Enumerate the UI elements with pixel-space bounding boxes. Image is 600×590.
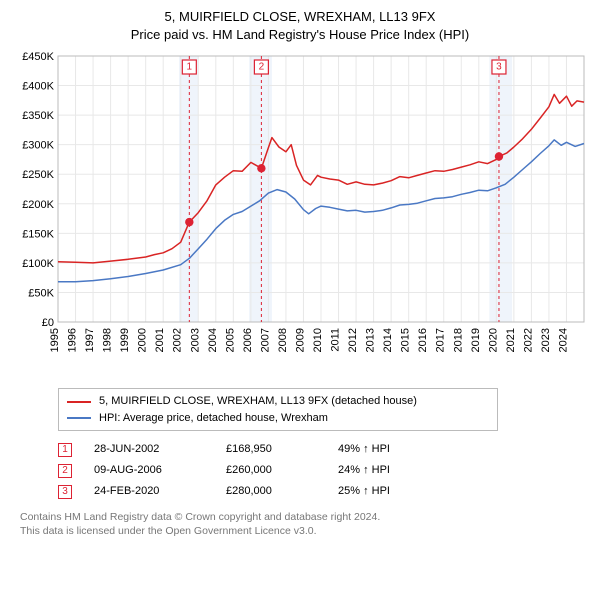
legend-row: 5, MUIRFIELD CLOSE, WREXHAM, LL13 9FX (d… (67, 393, 489, 410)
sale-marker-box: 1 (58, 443, 72, 457)
svg-text:2004: 2004 (207, 328, 219, 352)
svg-text:2005: 2005 (224, 328, 236, 352)
svg-text:1995: 1995 (49, 328, 61, 352)
svg-text:2012: 2012 (347, 328, 359, 352)
svg-text:2000: 2000 (137, 328, 149, 352)
footer-line-2: This data is licensed under the Open Gov… (20, 524, 590, 538)
svg-text:2016: 2016 (417, 328, 429, 352)
sale-row: 1 28-JUN-2002 £168,950 49% ↑ HPI (58, 439, 590, 460)
svg-text:2018: 2018 (452, 328, 464, 352)
sale-price: £280,000 (226, 481, 316, 502)
svg-text:2021: 2021 (505, 328, 517, 352)
svg-text:2: 2 (259, 62, 265, 73)
legend-row: HPI: Average price, detached house, Wrex… (67, 410, 489, 427)
svg-text:£150K: £150K (22, 229, 54, 241)
svg-text:2011: 2011 (330, 328, 342, 352)
svg-text:2002: 2002 (172, 328, 184, 352)
svg-text:£0: £0 (42, 317, 54, 329)
svg-text:£50K: £50K (28, 288, 54, 300)
svg-text:2024: 2024 (557, 328, 569, 352)
svg-text:2023: 2023 (540, 328, 552, 352)
title-line-1: 5, MUIRFIELD CLOSE, WREXHAM, LL13 9FX (10, 8, 590, 26)
sale-date: 09-AUG-2006 (94, 460, 204, 481)
svg-text:2006: 2006 (242, 328, 254, 352)
svg-text:2001: 2001 (154, 328, 166, 352)
svg-text:2020: 2020 (487, 328, 499, 352)
svg-text:2007: 2007 (259, 328, 271, 352)
svg-text:£400K: £400K (22, 81, 54, 93)
legend-label: HPI: Average price, detached house, Wrex… (99, 410, 328, 427)
svg-text:2010: 2010 (312, 328, 324, 352)
svg-text:1996: 1996 (67, 328, 79, 352)
sale-pct: 24% ↑ HPI (338, 460, 448, 481)
sale-price: £168,950 (226, 439, 316, 460)
sale-row: 3 24-FEB-2020 £280,000 25% ↑ HPI (58, 481, 590, 502)
svg-text:2019: 2019 (470, 328, 482, 352)
svg-text:£350K: £350K (22, 110, 54, 122)
svg-text:£100K: £100K (22, 258, 54, 270)
svg-text:1997: 1997 (84, 328, 96, 352)
footer-attribution: Contains HM Land Registry data © Crown c… (20, 510, 590, 538)
svg-text:2022: 2022 (522, 328, 534, 352)
sale-marker-box: 3 (58, 485, 72, 499)
chart-title-block: 5, MUIRFIELD CLOSE, WREXHAM, LL13 9FX Pr… (10, 8, 590, 44)
legend: 5, MUIRFIELD CLOSE, WREXHAM, LL13 9FX (d… (58, 388, 498, 431)
svg-text:2003: 2003 (189, 328, 201, 352)
svg-text:1998: 1998 (102, 328, 114, 352)
legend-swatch (67, 401, 91, 403)
sale-pct: 25% ↑ HPI (338, 481, 448, 502)
footer-line-1: Contains HM Land Registry data © Crown c… (20, 510, 590, 524)
svg-text:1999: 1999 (119, 328, 131, 352)
svg-text:£250K: £250K (22, 170, 54, 182)
svg-text:2013: 2013 (365, 328, 377, 352)
svg-text:£300K: £300K (22, 140, 54, 152)
svg-text:£450K: £450K (22, 51, 54, 63)
sales-table: 1 28-JUN-2002 £168,950 49% ↑ HPI 2 09-AUG-200… (58, 439, 590, 502)
sale-date: 28-JUN-2002 (94, 439, 204, 460)
sale-date: 24-FEB-2020 (94, 481, 204, 502)
svg-text:3: 3 (496, 62, 502, 73)
svg-text:£200K: £200K (22, 199, 54, 211)
legend-swatch (67, 417, 91, 419)
sale-pct: 49% ↑ HPI (338, 439, 448, 460)
sale-price: £260,000 (226, 460, 316, 481)
svg-text:1: 1 (187, 62, 193, 73)
sale-marker-box: 2 (58, 464, 72, 478)
price-chart: £0 £50K £100K £150K £200K £250K £300K £350K £400… (10, 50, 590, 380)
svg-text:2017: 2017 (435, 328, 447, 352)
svg-text:2015: 2015 (400, 328, 412, 352)
svg-text:2008: 2008 (277, 328, 289, 352)
sale-row: 2 09-AUG-2006 £260,000 24% ↑ HPI (58, 460, 590, 481)
svg-text:2014: 2014 (382, 328, 394, 352)
svg-text:2009: 2009 (294, 328, 306, 352)
title-line-2: Price paid vs. HM Land Registry's House … (10, 26, 590, 44)
legend-label: 5, MUIRFIELD CLOSE, WREXHAM, LL13 9FX (d… (99, 393, 417, 410)
